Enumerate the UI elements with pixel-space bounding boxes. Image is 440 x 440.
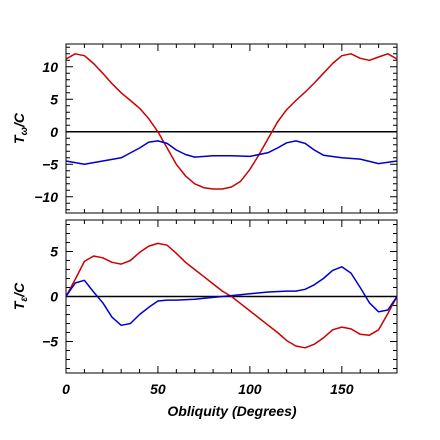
top-y-axis-title: Tω/C [11, 112, 30, 144]
top-y-tick-label: −5 [42, 156, 58, 172]
top-y-tick-label: 10 [42, 59, 58, 75]
bottom-x-tick-label: 100 [238, 381, 262, 397]
bottom-y-axis-title: Tε/C [11, 282, 30, 310]
bottom-x-tick-label: 0 [62, 381, 70, 397]
bottom-x-tick-label: 50 [150, 381, 166, 397]
bottom-series-red-line [65, 242, 398, 349]
panel-top-omega: −10 −5 0 5 10 Tω/C [11, 43, 398, 214]
top-y-tick-label: 5 [50, 91, 58, 107]
bottom-y-tick-label: 5 [50, 244, 58, 260]
bottom-series-blue-line [65, 266, 398, 327]
bottom-y-tick-label: 0 [50, 289, 58, 305]
top-y-tick-label: −10 [34, 189, 58, 205]
x-axis-title: Obliquity (Degrees) [167, 403, 296, 419]
top-series-blue-line [65, 140, 398, 166]
top-y-tick-label: 0 [50, 124, 58, 140]
top-series-red-line [65, 53, 398, 190]
bottom-x-tick-label: 150 [330, 381, 354, 397]
bottom-y-tick-label: −5 [42, 334, 58, 350]
